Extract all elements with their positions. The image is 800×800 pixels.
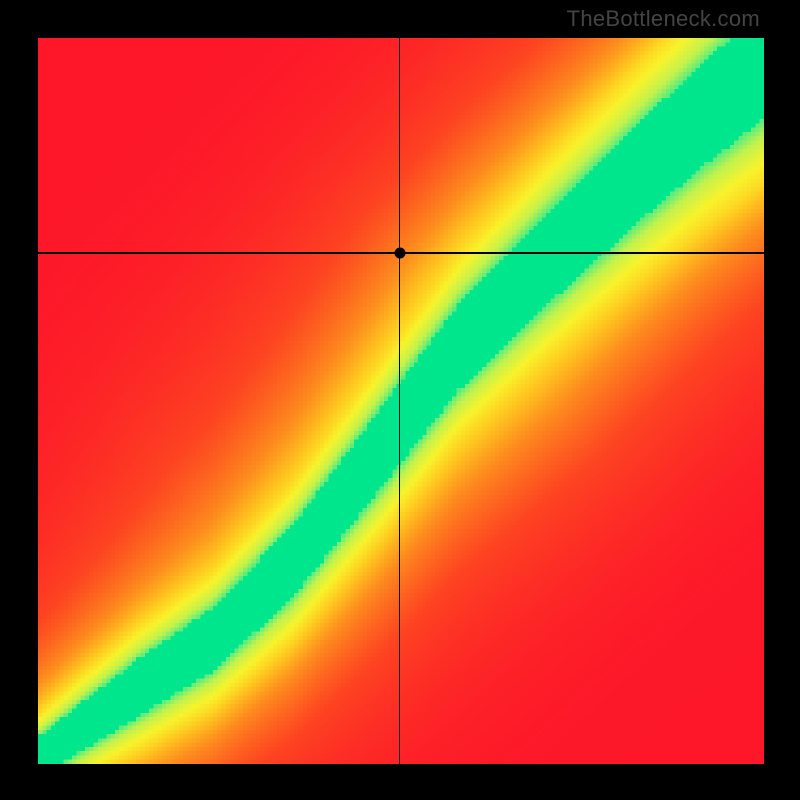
crosshair-vertical: [399, 38, 400, 764]
heatmap-canvas: [38, 38, 764, 764]
data-point-marker: [394, 247, 405, 258]
chart-container: TheBottleneck.com: [0, 0, 800, 800]
watermark-text: TheBottleneck.com: [567, 6, 760, 32]
heatmap-plot: [38, 38, 764, 764]
